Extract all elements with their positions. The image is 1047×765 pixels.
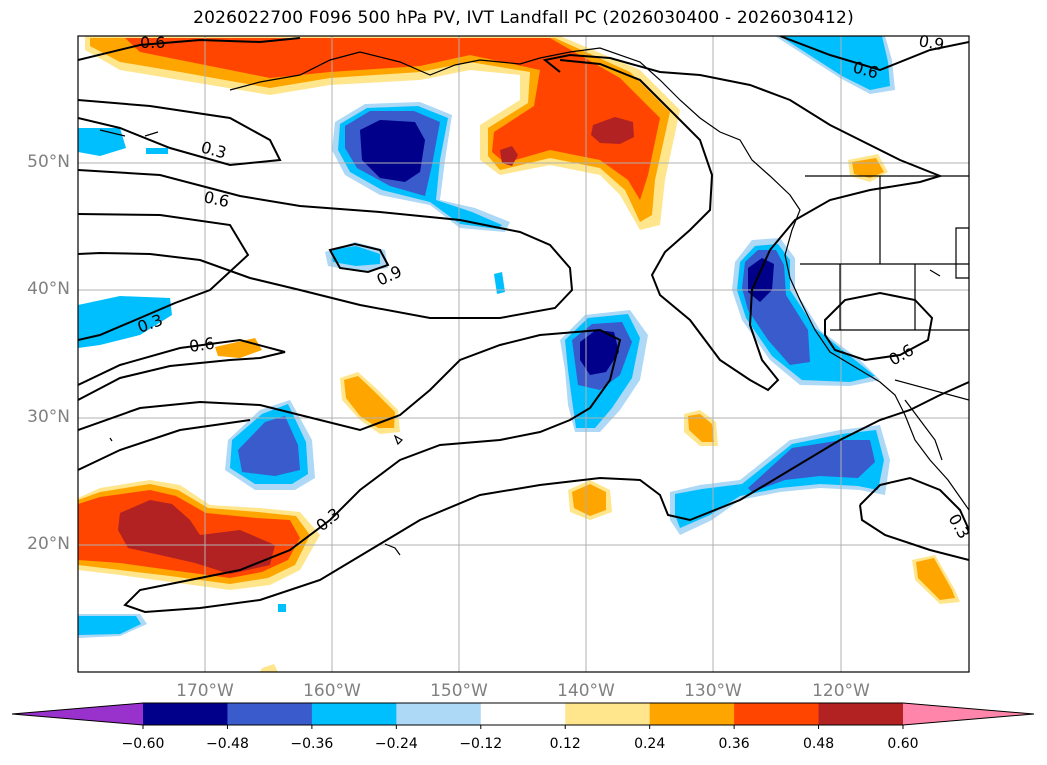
colorbar-cell bbox=[818, 703, 904, 725]
colorbar-cell bbox=[227, 703, 313, 725]
colorbar-tick-label: 0.48 bbox=[802, 736, 835, 752]
colorbar-tick-label: 0.12 bbox=[549, 736, 581, 752]
colorbar-tick-label: 0.36 bbox=[718, 736, 750, 752]
lat-tick: 40°N bbox=[27, 279, 70, 299]
colorbar-over-arrow bbox=[903, 703, 1034, 725]
negative-anomaly-north-pacific bbox=[332, 102, 510, 232]
contour-label: 0.9 bbox=[917, 31, 945, 54]
colorbar-tick-label: 0.60 bbox=[887, 736, 919, 752]
colorbar-tick-label: −0.24 bbox=[374, 736, 418, 752]
positive-anomaly-southwest bbox=[78, 480, 320, 590]
contour-label: 0.3 bbox=[199, 138, 229, 163]
pv-contours bbox=[78, 36, 969, 614]
lon-tick: 170°W bbox=[176, 681, 234, 701]
lat-tick: 30°N bbox=[27, 407, 70, 427]
colorbar bbox=[11, 702, 1035, 729]
lon-tick: 160°W bbox=[303, 681, 361, 701]
colorbar-cell bbox=[143, 703, 228, 725]
map-frame bbox=[77, 35, 970, 673]
colorbar-tick-label: −0.12 bbox=[459, 736, 503, 752]
map-title: 2026022700 F096 500 hPa PV, IVT Landfall… bbox=[193, 8, 854, 28]
lon-tick: 120°W bbox=[812, 681, 870, 701]
contour-label: 0.6 bbox=[140, 33, 165, 52]
graticule bbox=[78, 36, 969, 672]
lon-tick: 150°W bbox=[430, 681, 488, 701]
colorbar-cell bbox=[311, 703, 397, 725]
negative-anomaly-central bbox=[560, 310, 648, 432]
lon-tick: 140°W bbox=[557, 681, 615, 701]
contour-label: 0.6 bbox=[188, 334, 216, 356]
negative-anomaly-east-subtropics bbox=[670, 425, 890, 535]
negative-anomaly-30n bbox=[225, 400, 315, 490]
contour-label: 0.6 bbox=[886, 340, 918, 369]
contour-label: 0.6 bbox=[202, 187, 231, 211]
colorbar-cell bbox=[734, 703, 820, 725]
positive-anomaly-gulf-of-alaska bbox=[85, 36, 680, 230]
colorbar-tick-label: −0.36 bbox=[290, 736, 334, 752]
colorbar-cell bbox=[565, 703, 651, 725]
colorbar-under-arrow bbox=[12, 703, 143, 725]
colorbar-tick-label: −0.48 bbox=[205, 736, 249, 752]
colorbar-tick-label: 0.24 bbox=[634, 736, 666, 752]
colorbar-cell bbox=[649, 703, 735, 725]
colorbar-tick-label: −0.60 bbox=[121, 736, 165, 752]
lat-tick: 20°N bbox=[27, 534, 70, 554]
shaded-field bbox=[78, 36, 960, 672]
colorbar-cell bbox=[396, 703, 482, 725]
colorbar-cell bbox=[480, 703, 566, 725]
lat-tick: 50°N bbox=[27, 152, 70, 172]
lon-tick: 130°W bbox=[684, 681, 742, 701]
